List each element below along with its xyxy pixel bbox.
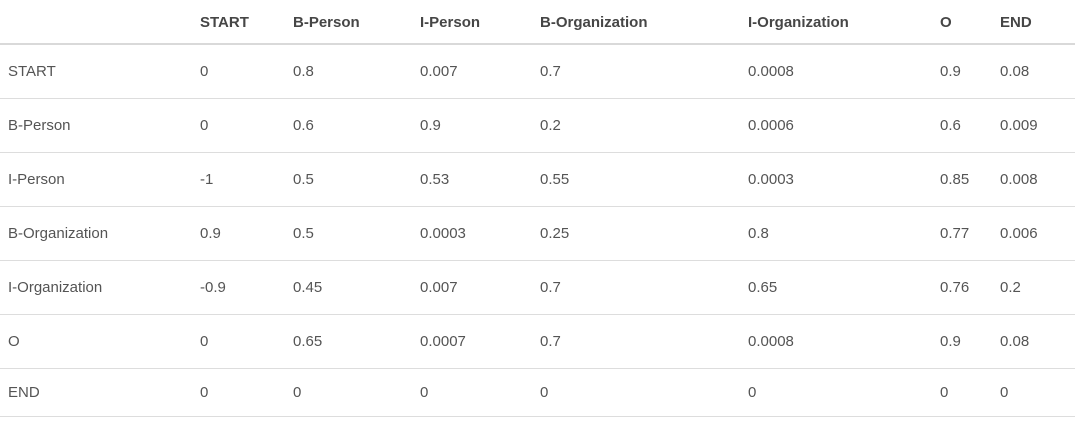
matrix-cell: 0 <box>532 368 740 417</box>
matrix-cell: 0.7 <box>532 314 740 369</box>
matrix-cell: 0.6 <box>285 98 412 153</box>
matrix-cell: 0.007 <box>412 260 532 315</box>
row-label: I-Organization <box>0 260 192 315</box>
matrix-cell: 0 <box>992 368 1075 417</box>
matrix-cell: 0.007 <box>412 44 532 99</box>
matrix-cell: 0.6 <box>932 98 992 153</box>
column-header-end: END <box>992 0 1075 45</box>
matrix-cell: 0.0008 <box>740 44 932 99</box>
row-label: START <box>0 44 192 99</box>
matrix-cell: -0.9 <box>192 260 285 315</box>
matrix-cell: 0.008 <box>992 152 1075 207</box>
matrix-cell: 0.009 <box>992 98 1075 153</box>
matrix-cell: 0 <box>192 98 285 153</box>
matrix-cell: 0.8 <box>740 206 932 261</box>
matrix-cell: 0.77 <box>932 206 992 261</box>
matrix-cell: 0 <box>412 368 532 417</box>
table-row-b-organization: B-Organization 0.9 0.5 0.0003 0.25 0.8 0… <box>0 206 1075 261</box>
row-label: O <box>0 314 192 369</box>
row-label: B-Organization <box>0 206 192 261</box>
table-row-i-person: I-Person -1 0.5 0.53 0.55 0.0003 0.85 0.… <box>0 152 1075 207</box>
table-row-b-person: B-Person 0 0.6 0.9 0.2 0.0006 0.6 0.009 <box>0 98 1075 153</box>
matrix-cell: 0.53 <box>412 152 532 207</box>
row-label: I-Person <box>0 152 192 207</box>
column-header-i-person: I-Person <box>412 0 532 45</box>
matrix-cell: 0.0003 <box>412 206 532 261</box>
matrix-cell: -1 <box>192 152 285 207</box>
matrix-cell: 0.8 <box>285 44 412 99</box>
matrix-cell: 0 <box>285 368 412 417</box>
header-row: START B-Person I-Person B-Organization I… <box>0 0 1075 45</box>
matrix-cell: 0.0007 <box>412 314 532 369</box>
matrix-cell: 0.45 <box>285 260 412 315</box>
table-row-start: START 0 0.8 0.007 0.7 0.0008 0.9 0.08 <box>0 44 1075 99</box>
matrix-cell: 0.76 <box>932 260 992 315</box>
corner-header-cell <box>0 0 192 45</box>
matrix-cell: 0 <box>932 368 992 417</box>
matrix-cell: 0.006 <box>992 206 1075 261</box>
transition-matrix-table: START B-Person I-Person B-Organization I… <box>0 0 1075 417</box>
matrix-cell: 0.0006 <box>740 98 932 153</box>
matrix-cell: 0.08 <box>992 44 1075 99</box>
matrix-cell: 0.08 <box>992 314 1075 369</box>
table-row-o: O 0 0.65 0.0007 0.7 0.0008 0.9 0.08 <box>0 314 1075 369</box>
matrix-cell: 0.2 <box>532 98 740 153</box>
matrix-cell: 0.9 <box>412 98 532 153</box>
matrix-cell: 0.2 <box>992 260 1075 315</box>
column-header-b-organization: B-Organization <box>532 0 740 45</box>
matrix-cell: 0.65 <box>740 260 932 315</box>
matrix-cell: 0.85 <box>932 152 992 207</box>
matrix-cell: 0.9 <box>932 44 992 99</box>
column-header-i-organization: I-Organization <box>740 0 932 45</box>
row-label: B-Person <box>0 98 192 153</box>
matrix-cell: 0.7 <box>532 260 740 315</box>
matrix-cell: 0.9 <box>932 314 992 369</box>
matrix-cell: 0.0008 <box>740 314 932 369</box>
matrix-cell: 0 <box>740 368 932 417</box>
row-label: END <box>0 368 192 417</box>
matrix-cell: 0 <box>192 44 285 99</box>
matrix-cell: 0.7 <box>532 44 740 99</box>
matrix-cell: 0 <box>192 314 285 369</box>
column-header-o: O <box>932 0 992 45</box>
table-row-i-organization: I-Organization -0.9 0.45 0.007 0.7 0.65 … <box>0 260 1075 315</box>
matrix-cell: 0.65 <box>285 314 412 369</box>
matrix-cell: 0.5 <box>285 152 412 207</box>
matrix-cell: 0.9 <box>192 206 285 261</box>
matrix-cell: 0.55 <box>532 152 740 207</box>
matrix-cell: 0 <box>192 368 285 417</box>
matrix-cell: 0.25 <box>532 206 740 261</box>
table-row-end: END 0 0 0 0 0 0 0 <box>0 368 1075 417</box>
column-header-b-person: B-Person <box>285 0 412 45</box>
matrix-cell: 0.0003 <box>740 152 932 207</box>
matrix-cell: 0.5 <box>285 206 412 261</box>
column-header-start: START <box>192 0 285 45</box>
